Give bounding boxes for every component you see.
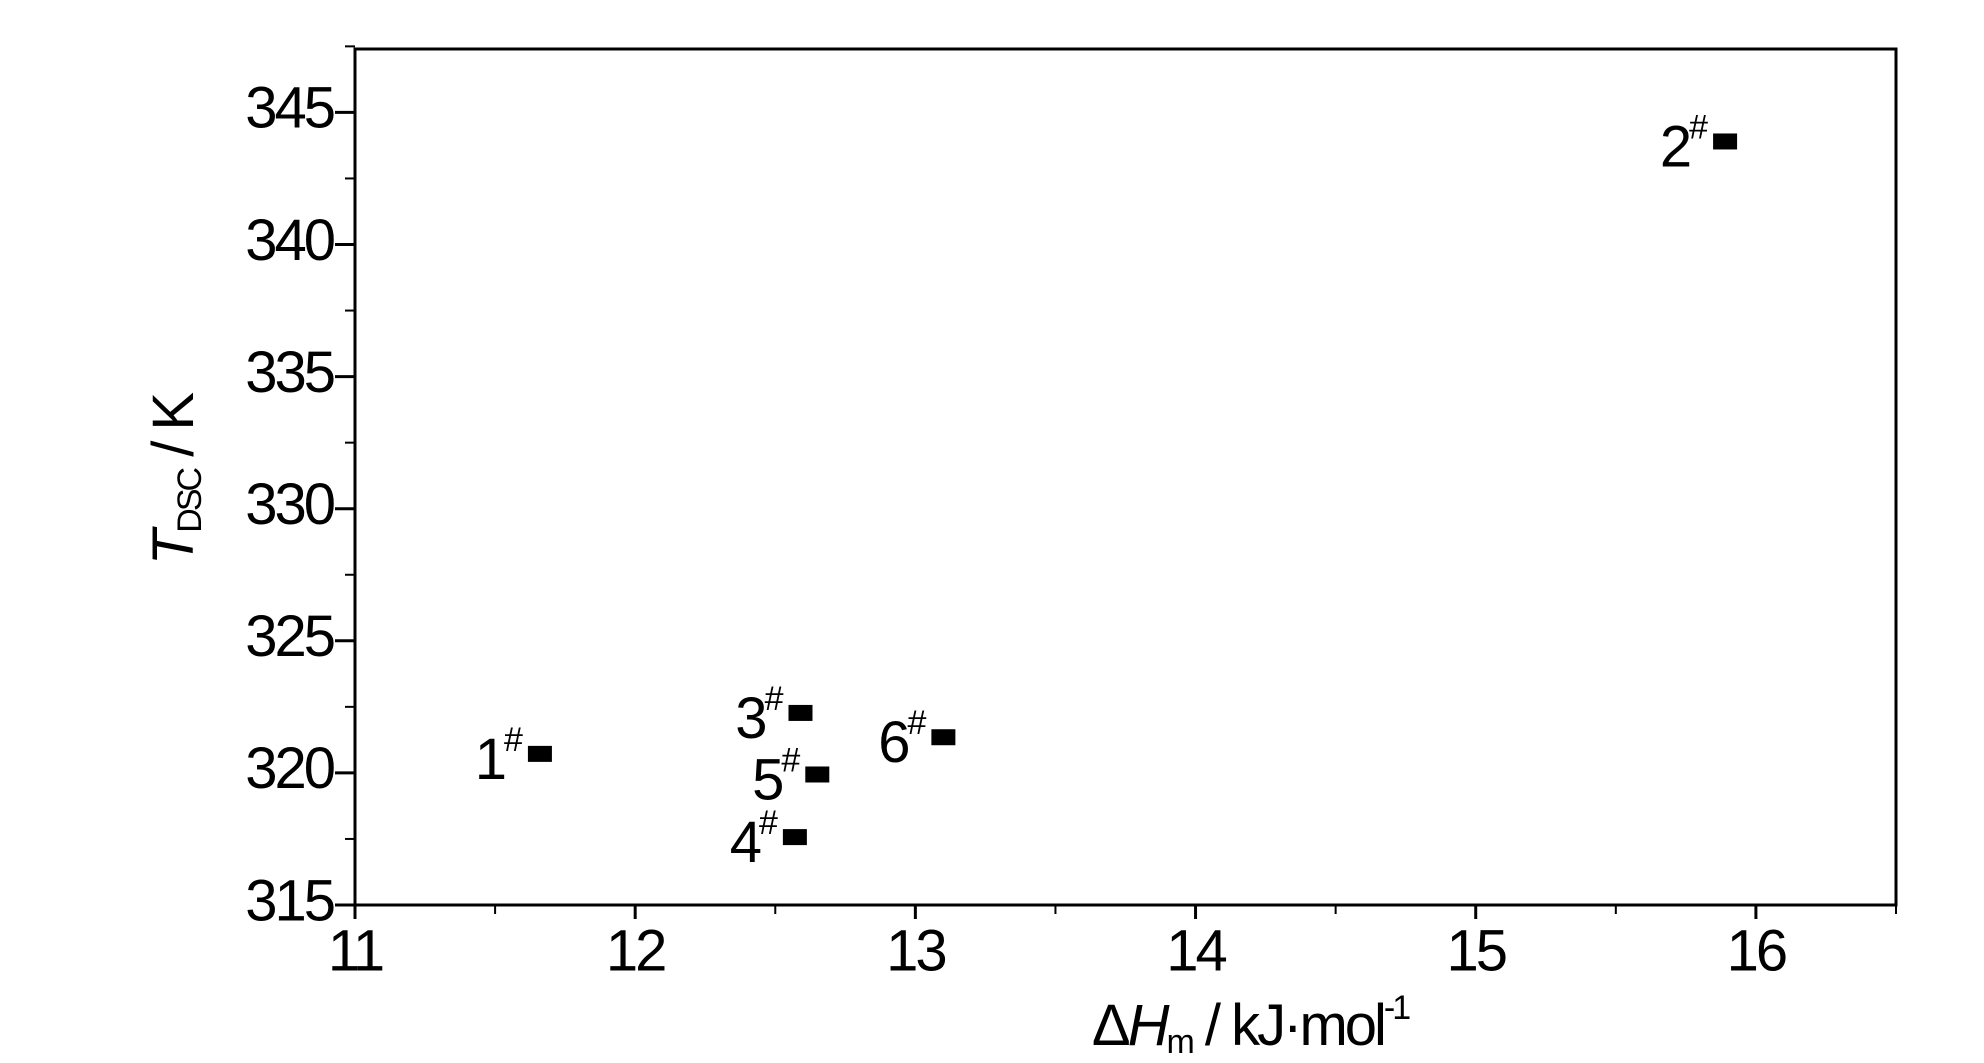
plot-frame [353, 47, 1898, 907]
point-label-number: 2 [1660, 115, 1690, 180]
x-axis-label: ΔHm / kJ·mol-1 [1092, 989, 1410, 1061]
y-axis-label: TDSC / K [141, 392, 209, 566]
point [527, 745, 552, 762]
x-tick-label: 14 [1166, 918, 1226, 983]
point-label: 2# [1660, 108, 1708, 179]
point-label-number: 6 [878, 711, 908, 776]
point-label: 5# [752, 741, 800, 812]
point-label-number: 4 [730, 810, 761, 875]
point-label: 4# [730, 804, 778, 875]
point [788, 704, 813, 721]
y-tick-label: 340 [245, 208, 334, 273]
point-label: 1# [475, 721, 523, 792]
x-tick-label: 15 [1446, 918, 1505, 983]
x-tick-label: 12 [606, 918, 665, 983]
y-label-unit: / K [141, 392, 206, 470]
point-label-number: 5 [752, 748, 782, 813]
point-label-superscript: # [504, 721, 523, 759]
x-tick-label: 13 [886, 918, 945, 983]
x-tick-label: 16 [1727, 918, 1786, 983]
y-tick-label: 315 [245, 868, 334, 933]
point-label-superscript: # [907, 704, 926, 742]
x-tick-label: 11 [328, 918, 383, 983]
y-tick-label: 320 [245, 736, 334, 801]
y-tick-label: 325 [245, 604, 334, 669]
point-label-number: 3 [735, 686, 765, 751]
y-tick-label: 335 [245, 340, 334, 405]
point [805, 766, 830, 783]
point-label-superscript: # [765, 680, 784, 718]
x-label-subscript: m [1166, 1023, 1193, 1061]
y-label-subscript: DSC [171, 467, 209, 532]
point [1713, 133, 1738, 150]
point-label: 3# [735, 680, 783, 751]
point-label: 6# [878, 704, 926, 775]
point-label-superscript: # [1689, 108, 1708, 146]
y-tick-label: 330 [245, 472, 334, 537]
x-label-unit: / kJ·mol [1192, 993, 1384, 1058]
point [782, 829, 807, 846]
y-tick-label: 345 [245, 76, 334, 141]
x-label-symbol: H [1128, 993, 1170, 1058]
point [931, 729, 956, 746]
point-label-superscript: # [781, 741, 800, 779]
point-label-number: 1 [475, 727, 505, 792]
x-label-delta: Δ [1092, 993, 1129, 1058]
x-label-superscript: -1 [1384, 989, 1410, 1027]
